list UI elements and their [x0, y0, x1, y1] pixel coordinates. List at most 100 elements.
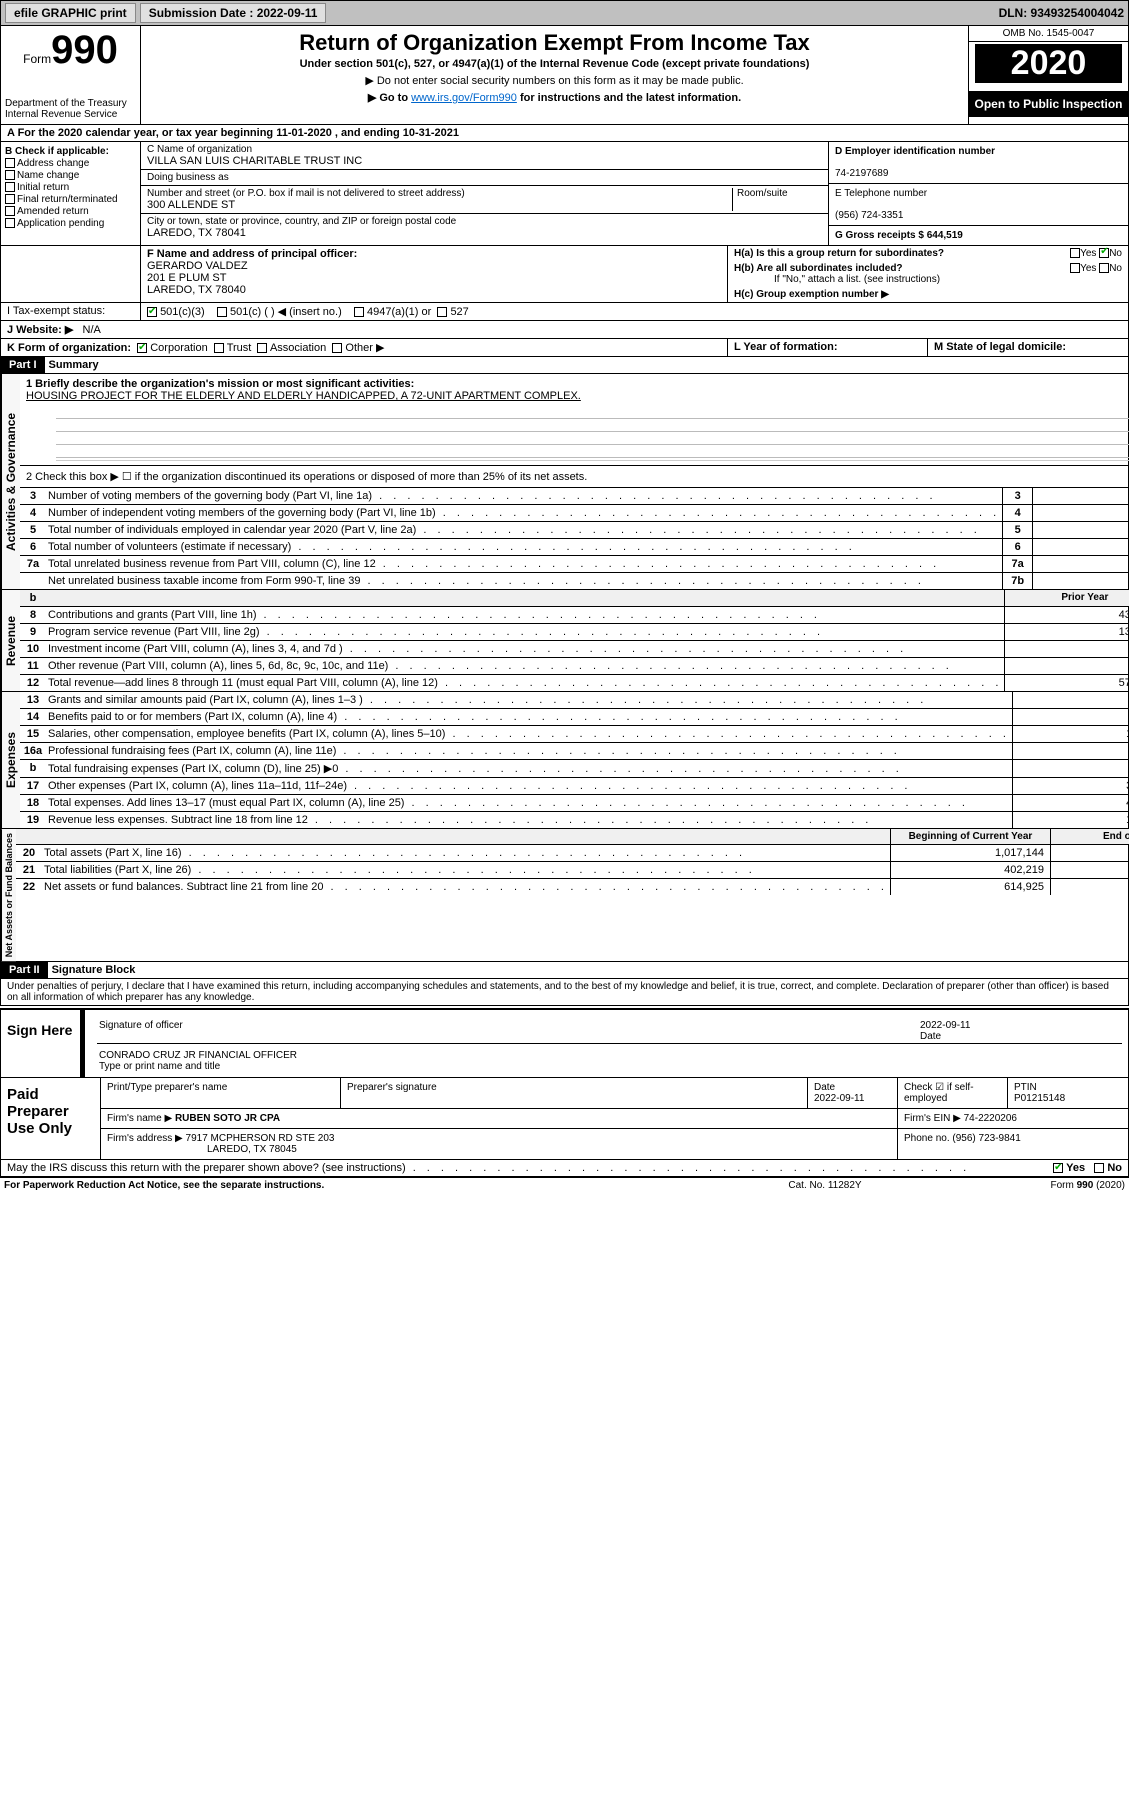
check-if-label: B Check if applicable: — [5, 146, 109, 157]
501c-checkbox[interactable] — [217, 307, 227, 317]
form-subtitle-1: Under section 501(c), 527, or 4947(a)(1)… — [149, 58, 960, 70]
firm-address-1: 7917 MCPHERSON RD STE 203 — [186, 1133, 335, 1144]
tax-status-label: I Tax-exempt status: — [7, 305, 105, 317]
dln-text: DLN: 93493254004042 — [999, 6, 1124, 20]
prep-name-label: Print/Type preparer's name — [101, 1078, 341, 1108]
submission-date-button[interactable]: Submission Date : 2022-09-11 — [140, 3, 327, 23]
officer-sig-name-label: Type or print name and title — [99, 1061, 220, 1072]
part2-title: Signature Block — [52, 964, 136, 976]
ha-no-checkbox[interactable] — [1099, 248, 1109, 258]
sig-officer-label: Signature of officer — [99, 1020, 920, 1042]
discuss-yes-checkbox[interactable] — [1053, 1163, 1063, 1173]
amended-return-checkbox[interactable] — [5, 206, 15, 216]
form-subtitle-2: ▶ Do not enter social security numbers o… — [149, 74, 960, 87]
trust-checkbox[interactable] — [214, 343, 224, 353]
beginning-year-header: Beginning of Current Year — [890, 829, 1050, 844]
application-pending-checkbox[interactable] — [5, 218, 15, 228]
line-21: 21 Total liabilities (Part X, line 26) 4… — [16, 862, 1129, 879]
catalog-number: Cat. No. 11282Y — [725, 1180, 925, 1191]
period-line: A For the 2020 calendar year, or tax yea… — [0, 125, 1129, 142]
officer-street: 201 E PLUM ST — [147, 272, 226, 284]
city-label: City or town, state or province, country… — [147, 216, 456, 227]
ein-value: 74-2197689 — [835, 168, 888, 179]
ha-label: H(a) Is this a group return for subordin… — [734, 248, 944, 259]
line-10: 10 Investment income (Part VIII, column … — [20, 641, 1129, 658]
officer-label: F Name and address of principal officer: — [147, 248, 357, 260]
top-bar: efile GRAPHIC print Submission Date : 20… — [0, 0, 1129, 26]
gov-line-7a: 7a Total unrelated business revenue from… — [20, 556, 1129, 573]
efile-button[interactable]: efile GRAPHIC print — [5, 3, 136, 23]
dba-label: Doing business as — [147, 172, 229, 183]
part2-header-row: Part II Signature Block — [0, 962, 1129, 979]
4947-checkbox[interactable] — [354, 307, 364, 317]
state-domicile-label: M State of legal domicile: — [934, 341, 1066, 353]
paid-preparer-label: Paid Preparer Use Only — [1, 1078, 101, 1159]
line-22: 22 Net assets or fund balances. Subtract… — [16, 879, 1129, 895]
firm-phone: (956) 723-9841 — [952, 1133, 1020, 1144]
tax-status-row: I Tax-exempt status: 501(c)(3) 501(c) ( … — [0, 303, 1129, 321]
org-name-label: C Name of organization — [147, 144, 252, 155]
gov-line-6: 6 Total number of volunteers (estimate i… — [20, 539, 1129, 556]
prior-year-header: Prior Year — [1004, 590, 1129, 606]
final-return-checkbox[interactable] — [5, 194, 15, 204]
prep-date: 2022-09-11 — [814, 1093, 864, 1104]
ptin: P01215148 — [1014, 1093, 1065, 1104]
end-year-header: End of Year — [1050, 829, 1129, 844]
line-b: b Total fundraising expenses (Part IX, c… — [20, 760, 1129, 778]
line-8: 8 Contributions and grants (Part VIII, l… — [20, 607, 1129, 624]
firm-ein: 74-2220206 — [964, 1113, 1017, 1124]
gov-line-4: 4 Number of independent voting members o… — [20, 505, 1129, 522]
line-20: 20 Total assets (Part X, line 16) 1,017,… — [16, 845, 1129, 862]
goto-pre: ▶ Go to — [368, 92, 411, 104]
self-employed-check: Check ☑ if self-employed — [898, 1078, 1008, 1108]
officer-row: F Name and address of principal officer:… — [0, 246, 1129, 303]
assoc-checkbox[interactable] — [257, 343, 267, 353]
department-text: Department of the Treasury Internal Reve… — [5, 98, 136, 120]
hc-label: H(c) Group exemption number ▶ — [734, 289, 889, 300]
irs-link[interactable]: www.irs.gov/Form990 — [411, 92, 517, 104]
penalties-text: Under penalties of perjury, I declare th… — [0, 979, 1129, 1006]
line-17: 17 Other expenses (Part IX, column (A), … — [20, 778, 1129, 795]
form-footer: Form 990 (2020) — [925, 1180, 1125, 1191]
street-value: 300 ALLENDE ST — [147, 199, 235, 211]
form-word: Form — [23, 52, 51, 66]
officer-city: LAREDO, TX 78040 — [147, 284, 246, 296]
signature-block: Sign Here Signature of officer 2022-09-1… — [0, 1008, 1129, 1078]
phone-value: (956) 724-3351 — [835, 210, 903, 221]
net-assets-section: Net Assets or Fund Balances Beginning of… — [0, 829, 1129, 962]
hb-note: If "No," attach a list. (see instruction… — [774, 274, 1122, 285]
discuss-text: May the IRS discuss this return with the… — [7, 1162, 406, 1174]
city-value: LAREDO, TX 78041 — [147, 227, 246, 239]
address-change-checkbox[interactable] — [5, 158, 15, 168]
501c3-checkbox[interactable] — [147, 307, 157, 317]
sign-here-label: Sign Here — [1, 1010, 81, 1077]
other-checkbox[interactable] — [332, 343, 342, 353]
line-11: 11 Other revenue (Part VIII, column (A),… — [20, 658, 1129, 675]
corp-checkbox[interactable] — [137, 343, 147, 353]
form-title: Return of Organization Exempt From Incom… — [149, 30, 960, 56]
gov-line-7b: Net unrelated business taxable income fr… — [20, 573, 1129, 589]
part2-badge: Part II — [1, 962, 48, 978]
initial-return-checkbox[interactable] — [5, 182, 15, 192]
hb-no-checkbox[interactable] — [1099, 263, 1109, 273]
line-19: 19 Revenue less expenses. Subtract line … — [20, 812, 1129, 828]
officer-sig-name: CONRADO CRUZ JR FINANCIAL OFFICER — [99, 1050, 297, 1061]
name-change-checkbox[interactable] — [5, 170, 15, 180]
expenses-side-label: Expenses — [1, 692, 20, 828]
revenue-section: Revenue b Prior Year Current Year 8 Cont… — [0, 590, 1129, 692]
ein-label: D Employer identification number — [835, 146, 995, 157]
entity-block: B Check if applicable: Address change Na… — [0, 142, 1129, 246]
ha-yes-checkbox[interactable] — [1070, 248, 1080, 258]
net-assets-side-label: Net Assets or Fund Balances — [1, 829, 16, 961]
line-12: 12 Total revenue—add lines 8 through 11 … — [20, 675, 1129, 691]
revenue-header: b Prior Year Current Year — [20, 590, 1129, 607]
527-checkbox[interactable] — [437, 307, 447, 317]
org-name: VILLA SAN LUIS CHARITABLE TRUST INC — [147, 155, 362, 167]
hb-yes-checkbox[interactable] — [1070, 263, 1080, 273]
discuss-no-checkbox[interactable] — [1094, 1163, 1104, 1173]
line-13: 13 Grants and similar amounts paid (Part… — [20, 692, 1129, 709]
mission-blank-lines — [56, 406, 1129, 461]
sig-date-label: Date — [920, 1031, 941, 1042]
form-number: 990 — [51, 28, 118, 72]
year-formation-label: L Year of formation: — [734, 341, 838, 353]
